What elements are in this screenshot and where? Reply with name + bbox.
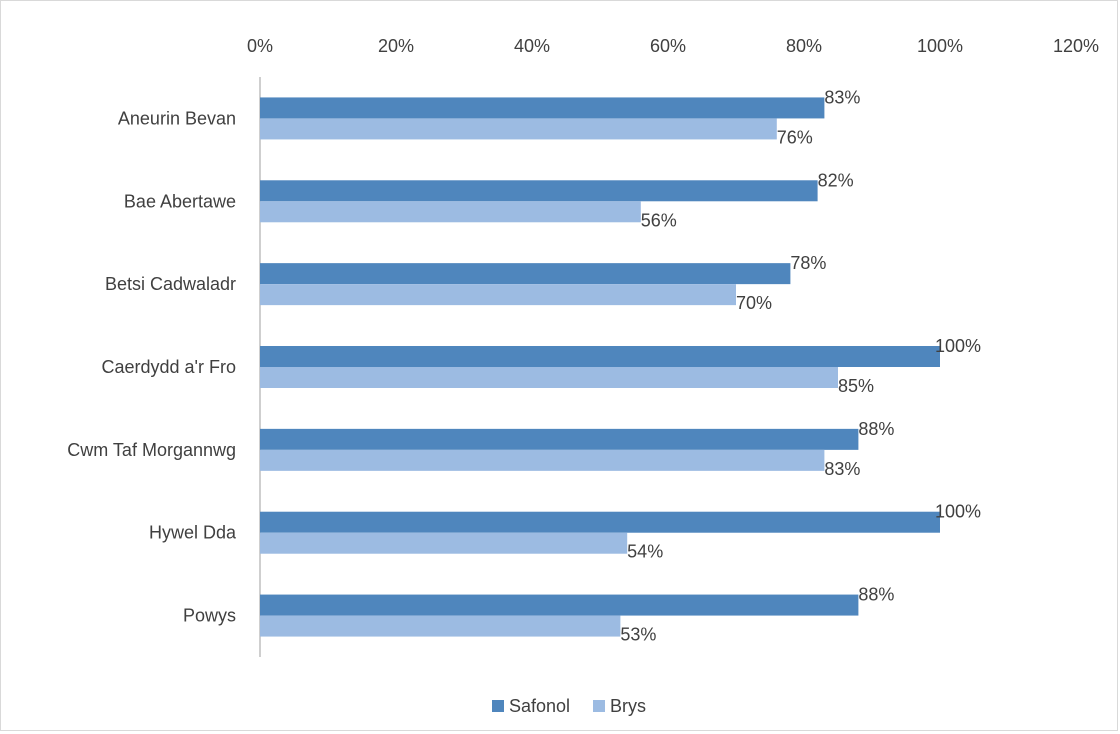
- data-label: 100%: [935, 336, 981, 356]
- category-label: Hywel Dda: [149, 523, 237, 543]
- data-label: 88%: [858, 419, 894, 439]
- category-label: Caerdydd a'r Fro: [102, 357, 237, 377]
- data-label: 78%: [790, 253, 826, 273]
- data-label: 83%: [824, 87, 860, 107]
- bar-safonol: [260, 511, 940, 533]
- bar-safonol: [260, 346, 940, 367]
- bar-brys: [260, 284, 736, 306]
- data-label: 88%: [858, 585, 894, 605]
- x-tick-label: 120%: [1053, 36, 1099, 56]
- data-label: 53%: [620, 625, 656, 645]
- category-label: Aneurin Bevan: [118, 108, 236, 128]
- x-tick-label: 100%: [917, 36, 963, 56]
- bar-brys: [260, 532, 628, 554]
- legend-swatch-safonol: [492, 700, 504, 712]
- legend-swatch-brys: [593, 700, 605, 712]
- data-label: 56%: [641, 210, 677, 230]
- bar-safonol: [260, 594, 859, 616]
- data-label: 100%: [935, 502, 981, 522]
- data-label: 70%: [736, 293, 772, 313]
- data-label: 76%: [777, 127, 813, 147]
- x-tick-label: 60%: [650, 36, 686, 56]
- x-tick-label: 80%: [786, 36, 822, 56]
- bar-brys: [260, 367, 838, 388]
- x-tick-label: 40%: [514, 36, 550, 56]
- data-label: 85%: [838, 376, 874, 396]
- bar-brys: [260, 118, 777, 140]
- category-label: Betsi Cadwaladr: [105, 274, 236, 294]
- bar-safonol: [260, 180, 818, 202]
- bar-safonol: [260, 428, 859, 450]
- data-label: 82%: [818, 170, 854, 190]
- bar-brys: [260, 615, 621, 637]
- bar-safonol: [260, 97, 825, 119]
- category-label: Powys: [183, 606, 236, 626]
- bar-safonol: [260, 263, 791, 285]
- data-label: 83%: [824, 459, 860, 479]
- legend-label: Brys: [610, 696, 646, 716]
- data-label: 54%: [627, 542, 663, 562]
- category-label: Bae Abertawe: [124, 191, 236, 211]
- legend-label: Safonol: [509, 696, 570, 716]
- x-tick-label: 0%: [247, 36, 273, 56]
- bar-brys: [260, 201, 641, 223]
- x-tick-label: 20%: [378, 36, 414, 56]
- bar-brys: [260, 449, 825, 471]
- category-label: Cwm Taf Morgannwg: [67, 440, 236, 460]
